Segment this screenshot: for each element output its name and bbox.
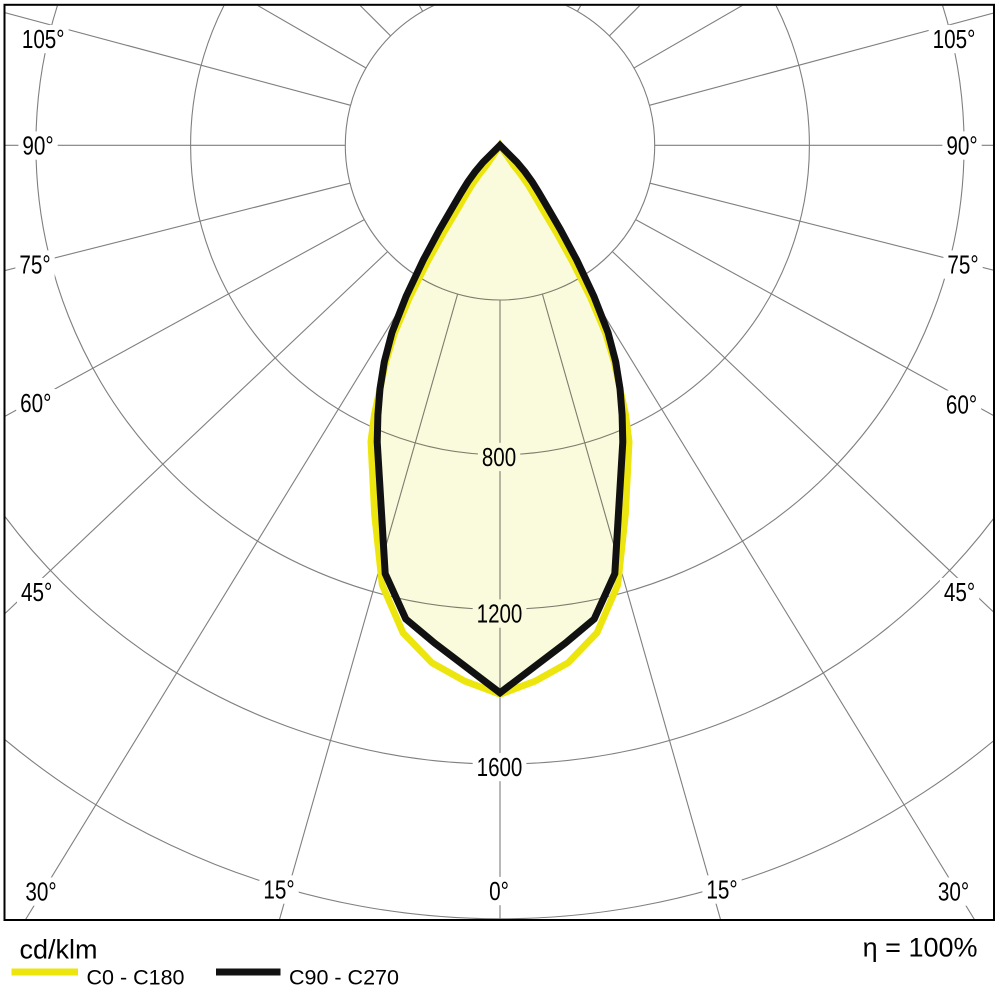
- svg-text:90°: 90°: [946, 133, 977, 161]
- svg-text:75°: 75°: [19, 252, 50, 280]
- svg-text:105°: 105°: [933, 26, 976, 54]
- svg-text:C90 - C270: C90 - C270: [289, 965, 399, 989]
- svg-text:15°: 15°: [706, 877, 737, 905]
- svg-text:C0 - C180: C0 - C180: [87, 965, 185, 989]
- svg-text:cd/klm: cd/klm: [20, 935, 98, 965]
- svg-text:0°: 0°: [489, 878, 509, 906]
- svg-text:60°: 60°: [20, 390, 51, 418]
- svg-text:60°: 60°: [946, 392, 977, 420]
- svg-text:15°: 15°: [263, 877, 294, 905]
- svg-text:1600: 1600: [477, 754, 523, 782]
- svg-text:45°: 45°: [944, 579, 975, 607]
- svg-text:30°: 30°: [25, 879, 56, 907]
- svg-text:30°: 30°: [938, 879, 969, 907]
- svg-text:η = 100%: η = 100%: [863, 933, 978, 963]
- svg-text:45°: 45°: [21, 579, 52, 607]
- svg-text:105°: 105°: [22, 26, 65, 54]
- svg-text:75°: 75°: [947, 252, 978, 280]
- svg-text:90°: 90°: [22, 133, 53, 161]
